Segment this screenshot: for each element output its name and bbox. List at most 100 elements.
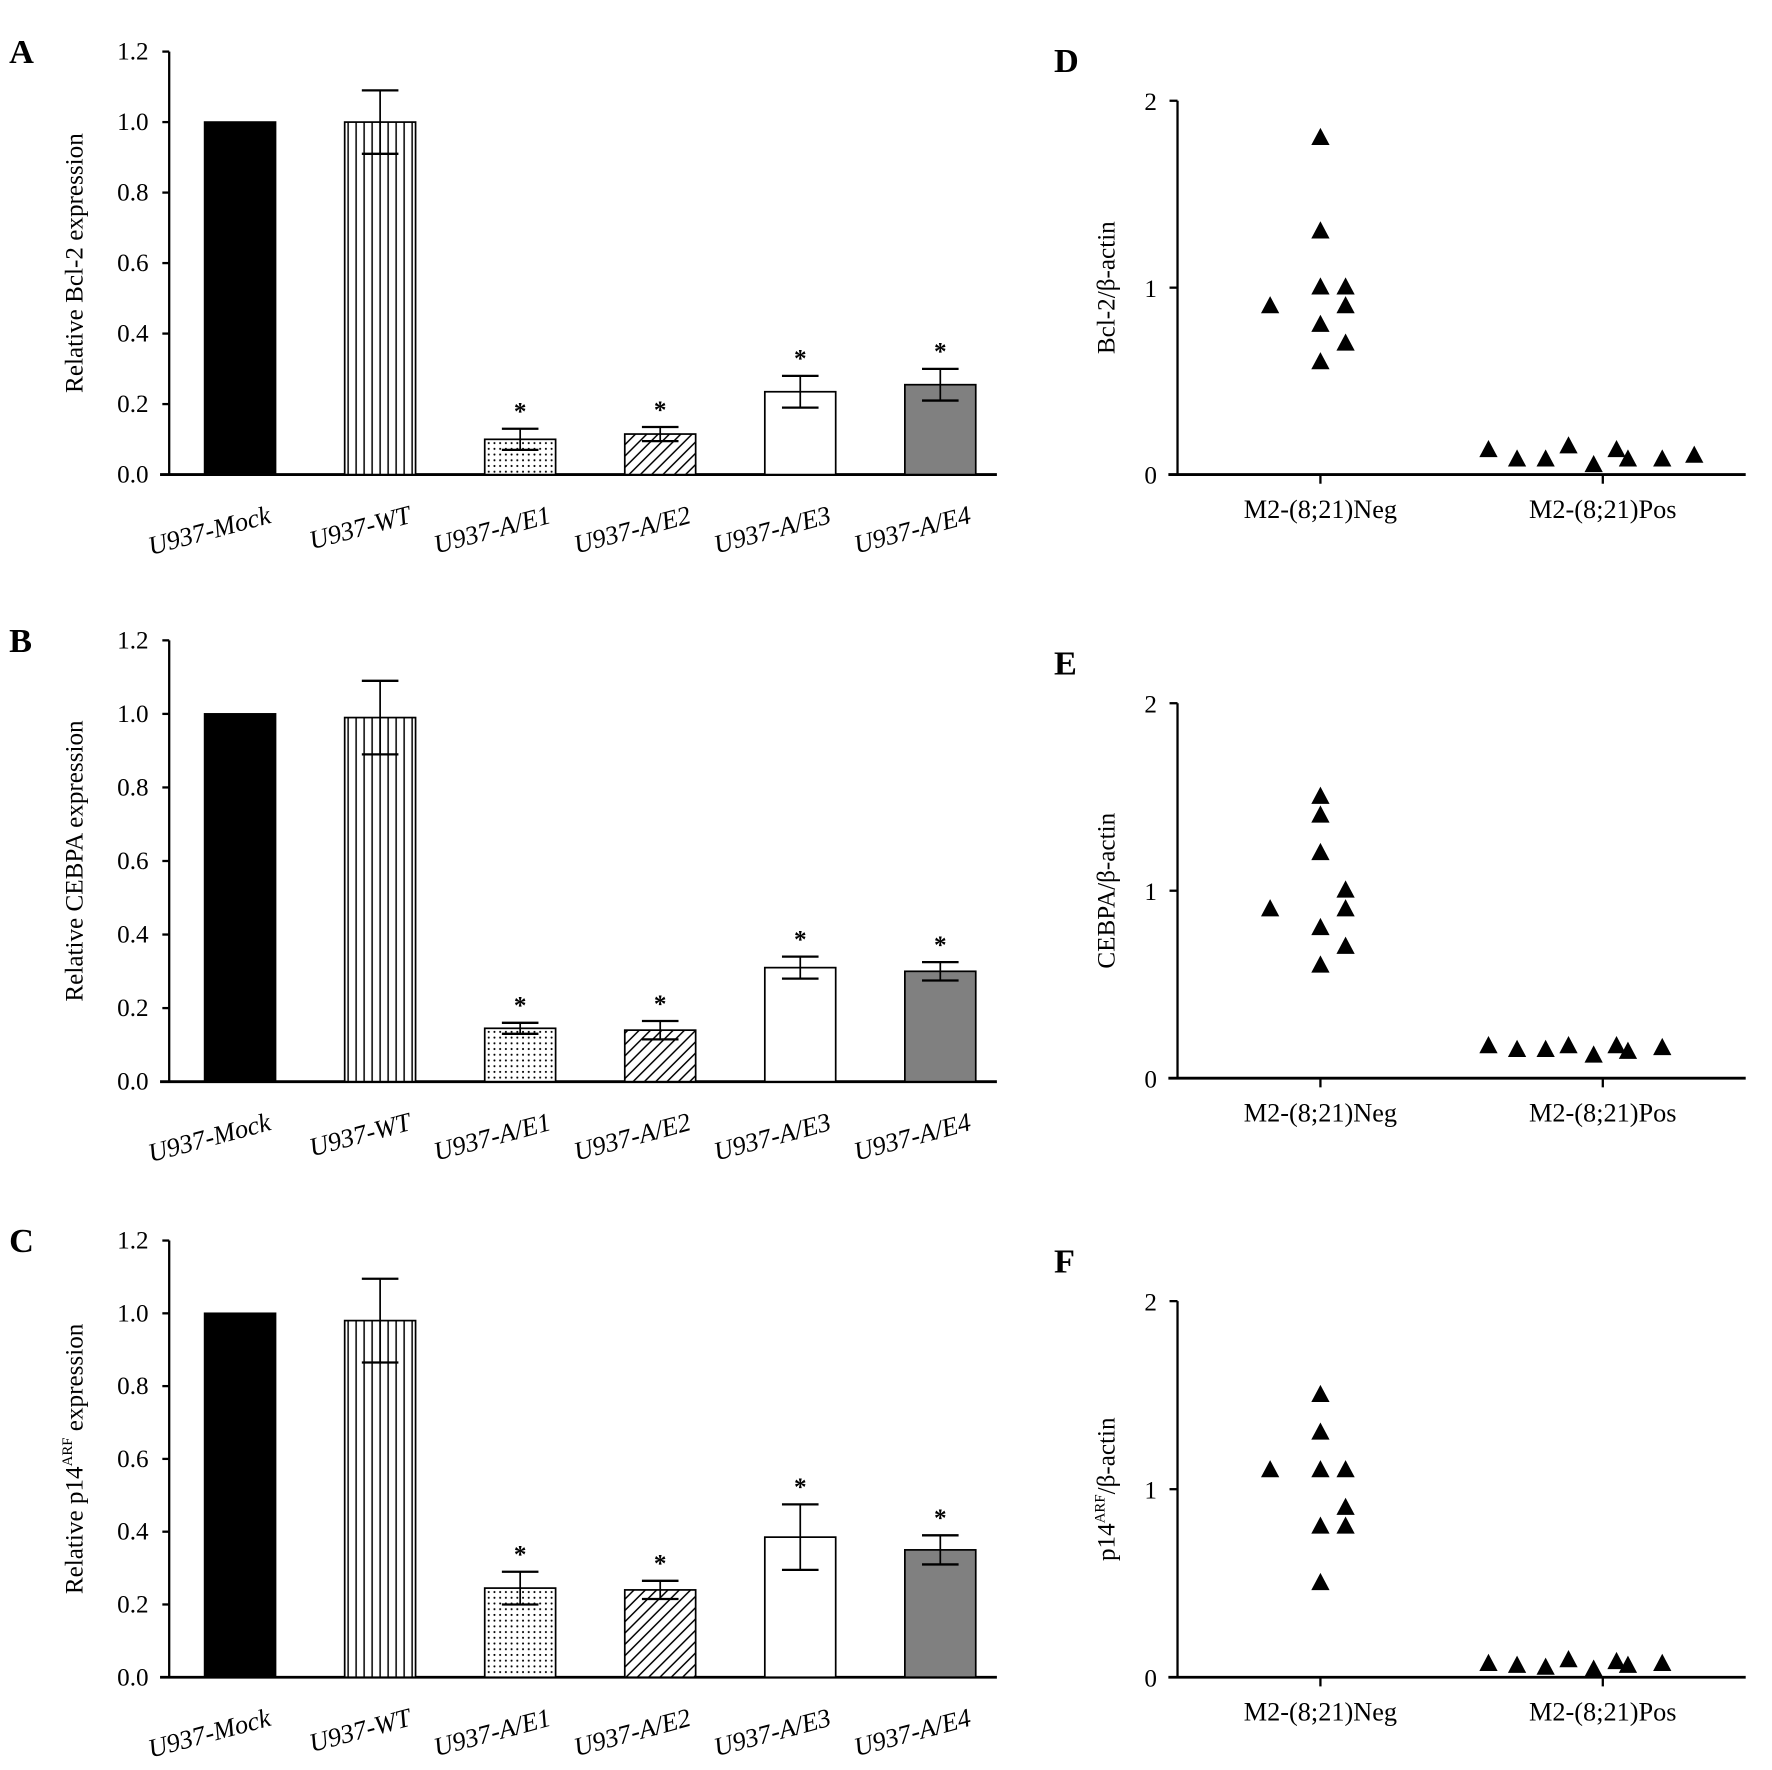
data-point-triangle: [1479, 439, 1498, 458]
data-point-triangle: [1336, 277, 1355, 295]
bar: [483, 1027, 557, 1083]
panel-a: A 0.0 0.2 0.4 0.6 0.8 1.0 1.2 Relative Bcl-2 exp…: [9, 33, 997, 561]
y-tick-label: 2: [1144, 691, 1157, 718]
y-tick-label: 0.2: [117, 391, 148, 418]
data-point-triangle: [1559, 436, 1578, 454]
significance-star: *: [934, 1505, 947, 1532]
significance-star: *: [654, 397, 667, 424]
data-point-triangle: [1311, 127, 1330, 145]
data-point-triangle: [1507, 449, 1527, 467]
data-point-triangle: [1607, 1036, 1626, 1054]
y-tick-label: 0: [1144, 1665, 1157, 1692]
y-axis-label-part: ARF: [60, 1437, 76, 1466]
data-point-triangle: [1685, 445, 1704, 463]
significance-star: *: [654, 1551, 667, 1578]
significance-star: *: [514, 399, 527, 426]
data-point-triangle: [1559, 1036, 1578, 1054]
y-tick-label: 0.4: [117, 922, 149, 949]
y-axis-label: Relative p14ARF expression: [60, 1323, 88, 1594]
data-point-triangle: [1336, 899, 1355, 917]
data-point-triangle: [1311, 1422, 1330, 1440]
data-point-triangle: [1260, 1460, 1280, 1478]
data-point-triangle: [1336, 1497, 1355, 1515]
data-point-triangle: [1260, 899, 1280, 917]
data-point-triangle: [1311, 955, 1330, 973]
panel-c: C 0.0 0.2 0.4 0.6 0.8 1.0 1.2 Relative p14ARF ex…: [9, 1222, 997, 1764]
bar: [203, 121, 277, 476]
panel-label: A: [9, 33, 34, 71]
data-point-triangle: [1311, 805, 1330, 823]
bar: [904, 1549, 977, 1679]
data-point-triangle: [1559, 1650, 1578, 1668]
data-point-triangle: [1336, 296, 1355, 314]
significance-star: *: [794, 926, 807, 953]
x-tick-label: U937-WT: [306, 1107, 416, 1162]
data-point-triangle: [1584, 1659, 1603, 1677]
panel-label: C: [9, 1222, 34, 1260]
significance-star: *: [794, 346, 807, 373]
data-point-triangle: [1479, 1036, 1498, 1054]
data-point-triangle: [1607, 1651, 1626, 1670]
x-tick-label: U937-A/E4: [851, 1703, 974, 1762]
y-tick-label: 0.4: [117, 321, 149, 348]
data-point-triangle: [1536, 1657, 1555, 1675]
x-tick-label: M2-(8;21)Pos: [1529, 1099, 1676, 1128]
x-tick-label: U937-A/E1: [431, 500, 554, 559]
data-point-triangle: [1311, 277, 1330, 295]
x-tick-label: U937-A/E1: [431, 1703, 554, 1762]
y-tick-label: 0.2: [117, 995, 148, 1022]
y-tick-label: 0: [1144, 463, 1157, 490]
x-tick-label: M2-(8;21)Pos: [1529, 1698, 1676, 1727]
bar: [343, 1319, 417, 1679]
x-tick-label: U937-A/E3: [711, 1107, 834, 1166]
significance-star: *: [514, 993, 527, 1020]
panel-label: D: [1054, 42, 1079, 80]
bar: [343, 121, 417, 476]
data-point-triangle: [1336, 936, 1355, 954]
y-axis-label: Bcl-2/β-actin: [1094, 221, 1121, 354]
x-tick-label: M2-(8;21)Pos: [1529, 495, 1676, 524]
y-tick-label: 0.2: [117, 1591, 148, 1618]
y-tick-label: 0.0: [117, 1664, 148, 1691]
x-tick-label: U937-A/E2: [571, 1703, 694, 1762]
y-tick-label: 0.8: [117, 1373, 148, 1400]
y-tick-label: 0.8: [117, 180, 148, 207]
x-tick-label: U937-A/E2: [571, 1107, 694, 1166]
bar: [623, 1589, 697, 1679]
bar: [343, 716, 417, 1083]
data-point-triangle: [1618, 449, 1638, 467]
panel-label: F: [1054, 1243, 1075, 1281]
y-tick-label: 1.2: [117, 1228, 148, 1255]
data-point-triangle: [1336, 1460, 1355, 1478]
y-tick-label: 0.6: [117, 1446, 148, 1473]
y-axis-label-part: Relative p14: [61, 1466, 88, 1594]
data-point-triangle: [1311, 314, 1330, 332]
data-point-triangle: [1336, 333, 1355, 351]
data-point-triangle: [1536, 1039, 1555, 1057]
y-tick-label: 1.0: [117, 109, 148, 136]
y-tick-label: 0.6: [117, 848, 148, 875]
x-tick-label: M2-(8;21)Neg: [1244, 1099, 1397, 1128]
y-axis-label-part: ARF: [1092, 1494, 1108, 1523]
data-point-triangle: [1584, 1045, 1603, 1063]
y-tick-label: 2: [1144, 1289, 1157, 1316]
y-axis-label: Relative CEBPA expression: [61, 720, 88, 1002]
panel-d: D 0 1 2 Bcl-2/β-actin M2-(8;21)Neg M2-(8;21)Po…: [1054, 42, 1746, 524]
data-point-triangle: [1311, 1572, 1330, 1591]
data-point-triangle: [1311, 221, 1330, 239]
x-tick-label: U937-Mock: [145, 1703, 275, 1764]
y-axis-label-part: expression: [61, 1323, 88, 1437]
x-tick-label: U937-Mock: [145, 1107, 275, 1168]
y-tick-label: 1: [1144, 879, 1157, 906]
bar: [763, 966, 837, 1083]
panel-e: E 0 1 2 CEBPA/β-actin M2-(8;21)Neg M2-(8;21)Po…: [1054, 645, 1746, 1128]
y-tick-label: 1.2: [117, 39, 148, 66]
y-axis-label: p14ARF/β-actin: [1092, 1417, 1120, 1561]
y-tick-label: 0.0: [117, 462, 148, 489]
data-point-triangle: [1653, 449, 1672, 467]
y-tick-label: 1.0: [117, 701, 148, 728]
y-tick-label: 0.0: [117, 1069, 148, 1096]
x-tick-label: U937-A/E4: [851, 1107, 974, 1166]
x-tick-label: U937-WT: [306, 1702, 416, 1757]
data-point-triangle: [1311, 1516, 1330, 1534]
